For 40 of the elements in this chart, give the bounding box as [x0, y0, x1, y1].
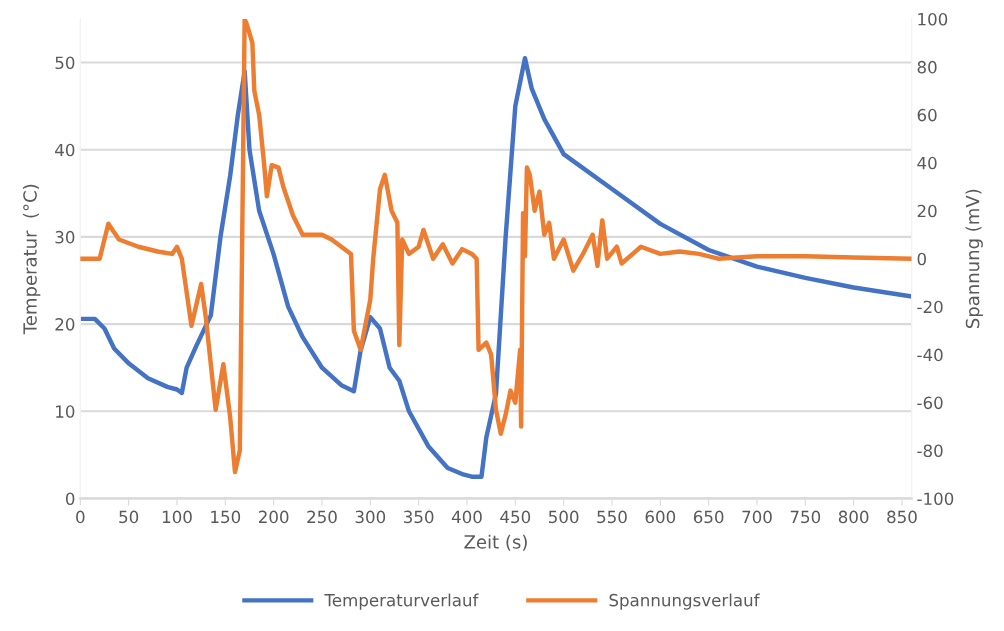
x-tick-label: 600 [645, 510, 676, 524]
x-tick-label: 100 [162, 510, 192, 524]
x-tick-label: 800 [838, 510, 869, 524]
y-tick-label: 50 [55, 56, 75, 70]
x-tick-label: 50 [119, 510, 139, 524]
y-tick-label: 10 [56, 405, 75, 418]
x-tick-label: 250 [307, 510, 337, 524]
y2-tick-label: -60 [917, 396, 943, 410]
y2-tick-label: -100 [917, 492, 954, 506]
y2-tick-label: -80 [917, 444, 943, 458]
y2-tick-label: 80 [917, 60, 937, 74]
x-tick-label: 550 [597, 510, 627, 524]
y-axis-title: Temperatur (°C) [22, 184, 41, 335]
x-tick-label: 700 [742, 510, 772, 524]
x-tick-label: 350 [404, 510, 434, 524]
y2-tick-label: 20 [917, 204, 937, 218]
x-tick-label: 0 [76, 510, 85, 524]
x-tick-label: 850 [887, 510, 917, 524]
y2-axis-title: Spannung (mV) [965, 189, 983, 329]
x-axis-title: Zeit (s) [464, 534, 527, 551]
y2-tick-label: 40 [917, 156, 937, 170]
legend-label: Spannungsverlauf [609, 593, 760, 610]
legend-label: Temperaturverlauf [324, 593, 479, 610]
x-tick-label: 300 [355, 510, 386, 524]
x-tick-label: 200 [258, 510, 289, 524]
y-tick-label: 30 [55, 230, 75, 244]
y-tick-label: 40 [55, 143, 75, 157]
x-tick-label: 150 [211, 510, 241, 524]
y2-tick-label: 0 [917, 252, 926, 266]
x-tick-label: 650 [693, 510, 724, 524]
y-tick-label: 20 [55, 318, 75, 331]
y2-tick-label: 100 [918, 12, 948, 26]
y2-tick-label: -20 [917, 300, 943, 314]
x-tick-label: 750 [790, 510, 821, 524]
y2-tick-label: -40 [917, 348, 943, 362]
y-tick-label: 0 [65, 492, 75, 506]
y2-tick-label: 60 [917, 108, 937, 122]
x-tick-label: 450 [500, 510, 531, 524]
x-tick-label: 400 [451, 510, 482, 524]
x-tick-label: 500 [549, 510, 579, 524]
